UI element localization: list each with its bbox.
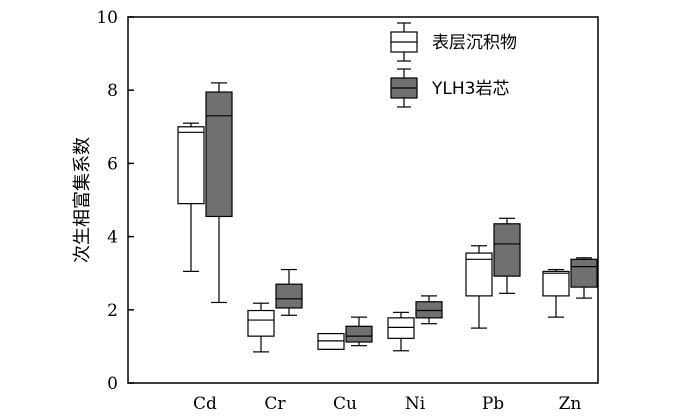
box-zn — [542, 268, 570, 318]
box-iqr — [177, 126, 205, 205]
box-cu — [345, 316, 373, 347]
box-pb — [465, 245, 493, 329]
box-iqr — [247, 309, 275, 337]
series-2 — [205, 82, 598, 347]
box-ni — [387, 311, 415, 352]
box-cd — [205, 82, 233, 304]
box-iqr — [387, 317, 415, 339]
y-tick-label: 10 — [96, 8, 118, 28]
legend-item-1: 表层沉积物 — [390, 22, 517, 62]
box-iqr — [415, 301, 443, 319]
box-zn — [570, 257, 598, 299]
x-tick-label: Cr — [264, 394, 286, 414]
box-iqr — [275, 283, 303, 309]
box-cr — [247, 302, 275, 353]
box-iqr — [493, 223, 521, 277]
y-axis: 0 2 4 6 8 10 — [96, 8, 134, 394]
x-tick-label: Ni — [405, 394, 426, 414]
y-tick-label: 2 — [107, 301, 118, 321]
box-iqr — [345, 325, 373, 343]
x-tick-label: Zn — [559, 394, 582, 414]
y-tick-label: 6 — [107, 154, 118, 174]
x-tick-label: Pb — [482, 394, 504, 414]
x-tick-label: Cu — [333, 394, 357, 414]
x-axis: Cd Cr Cu Ni Pb Zn — [193, 394, 581, 414]
x-tick-label: Cd — [193, 394, 217, 414]
series-1 — [177, 122, 570, 353]
legend-label: YLH3岩芯 — [431, 79, 509, 99]
box-cu — [317, 332, 345, 350]
y-tick-label: 0 — [107, 374, 118, 394]
legend-item-2: YLH3岩芯 — [390, 68, 509, 108]
plot-frame — [127, 16, 599, 384]
y-tick-label: 4 — [107, 228, 118, 248]
legend-label: 表层沉积物 — [432, 33, 517, 53]
legend: 表层沉积物 YLH3岩芯 — [390, 22, 517, 108]
box-iqr — [570, 258, 598, 288]
y-axis-label: 次生相富集系数 — [72, 137, 93, 263]
box-cd — [177, 122, 205, 272]
box-iqr — [542, 270, 570, 297]
box-cr — [275, 268, 303, 316]
box-pb — [493, 217, 521, 294]
box-ni — [415, 295, 443, 325]
y-tick-label: 8 — [107, 81, 118, 101]
box-iqr — [465, 252, 493, 297]
box-series — [177, 82, 598, 353]
box-iqr — [205, 91, 233, 218]
